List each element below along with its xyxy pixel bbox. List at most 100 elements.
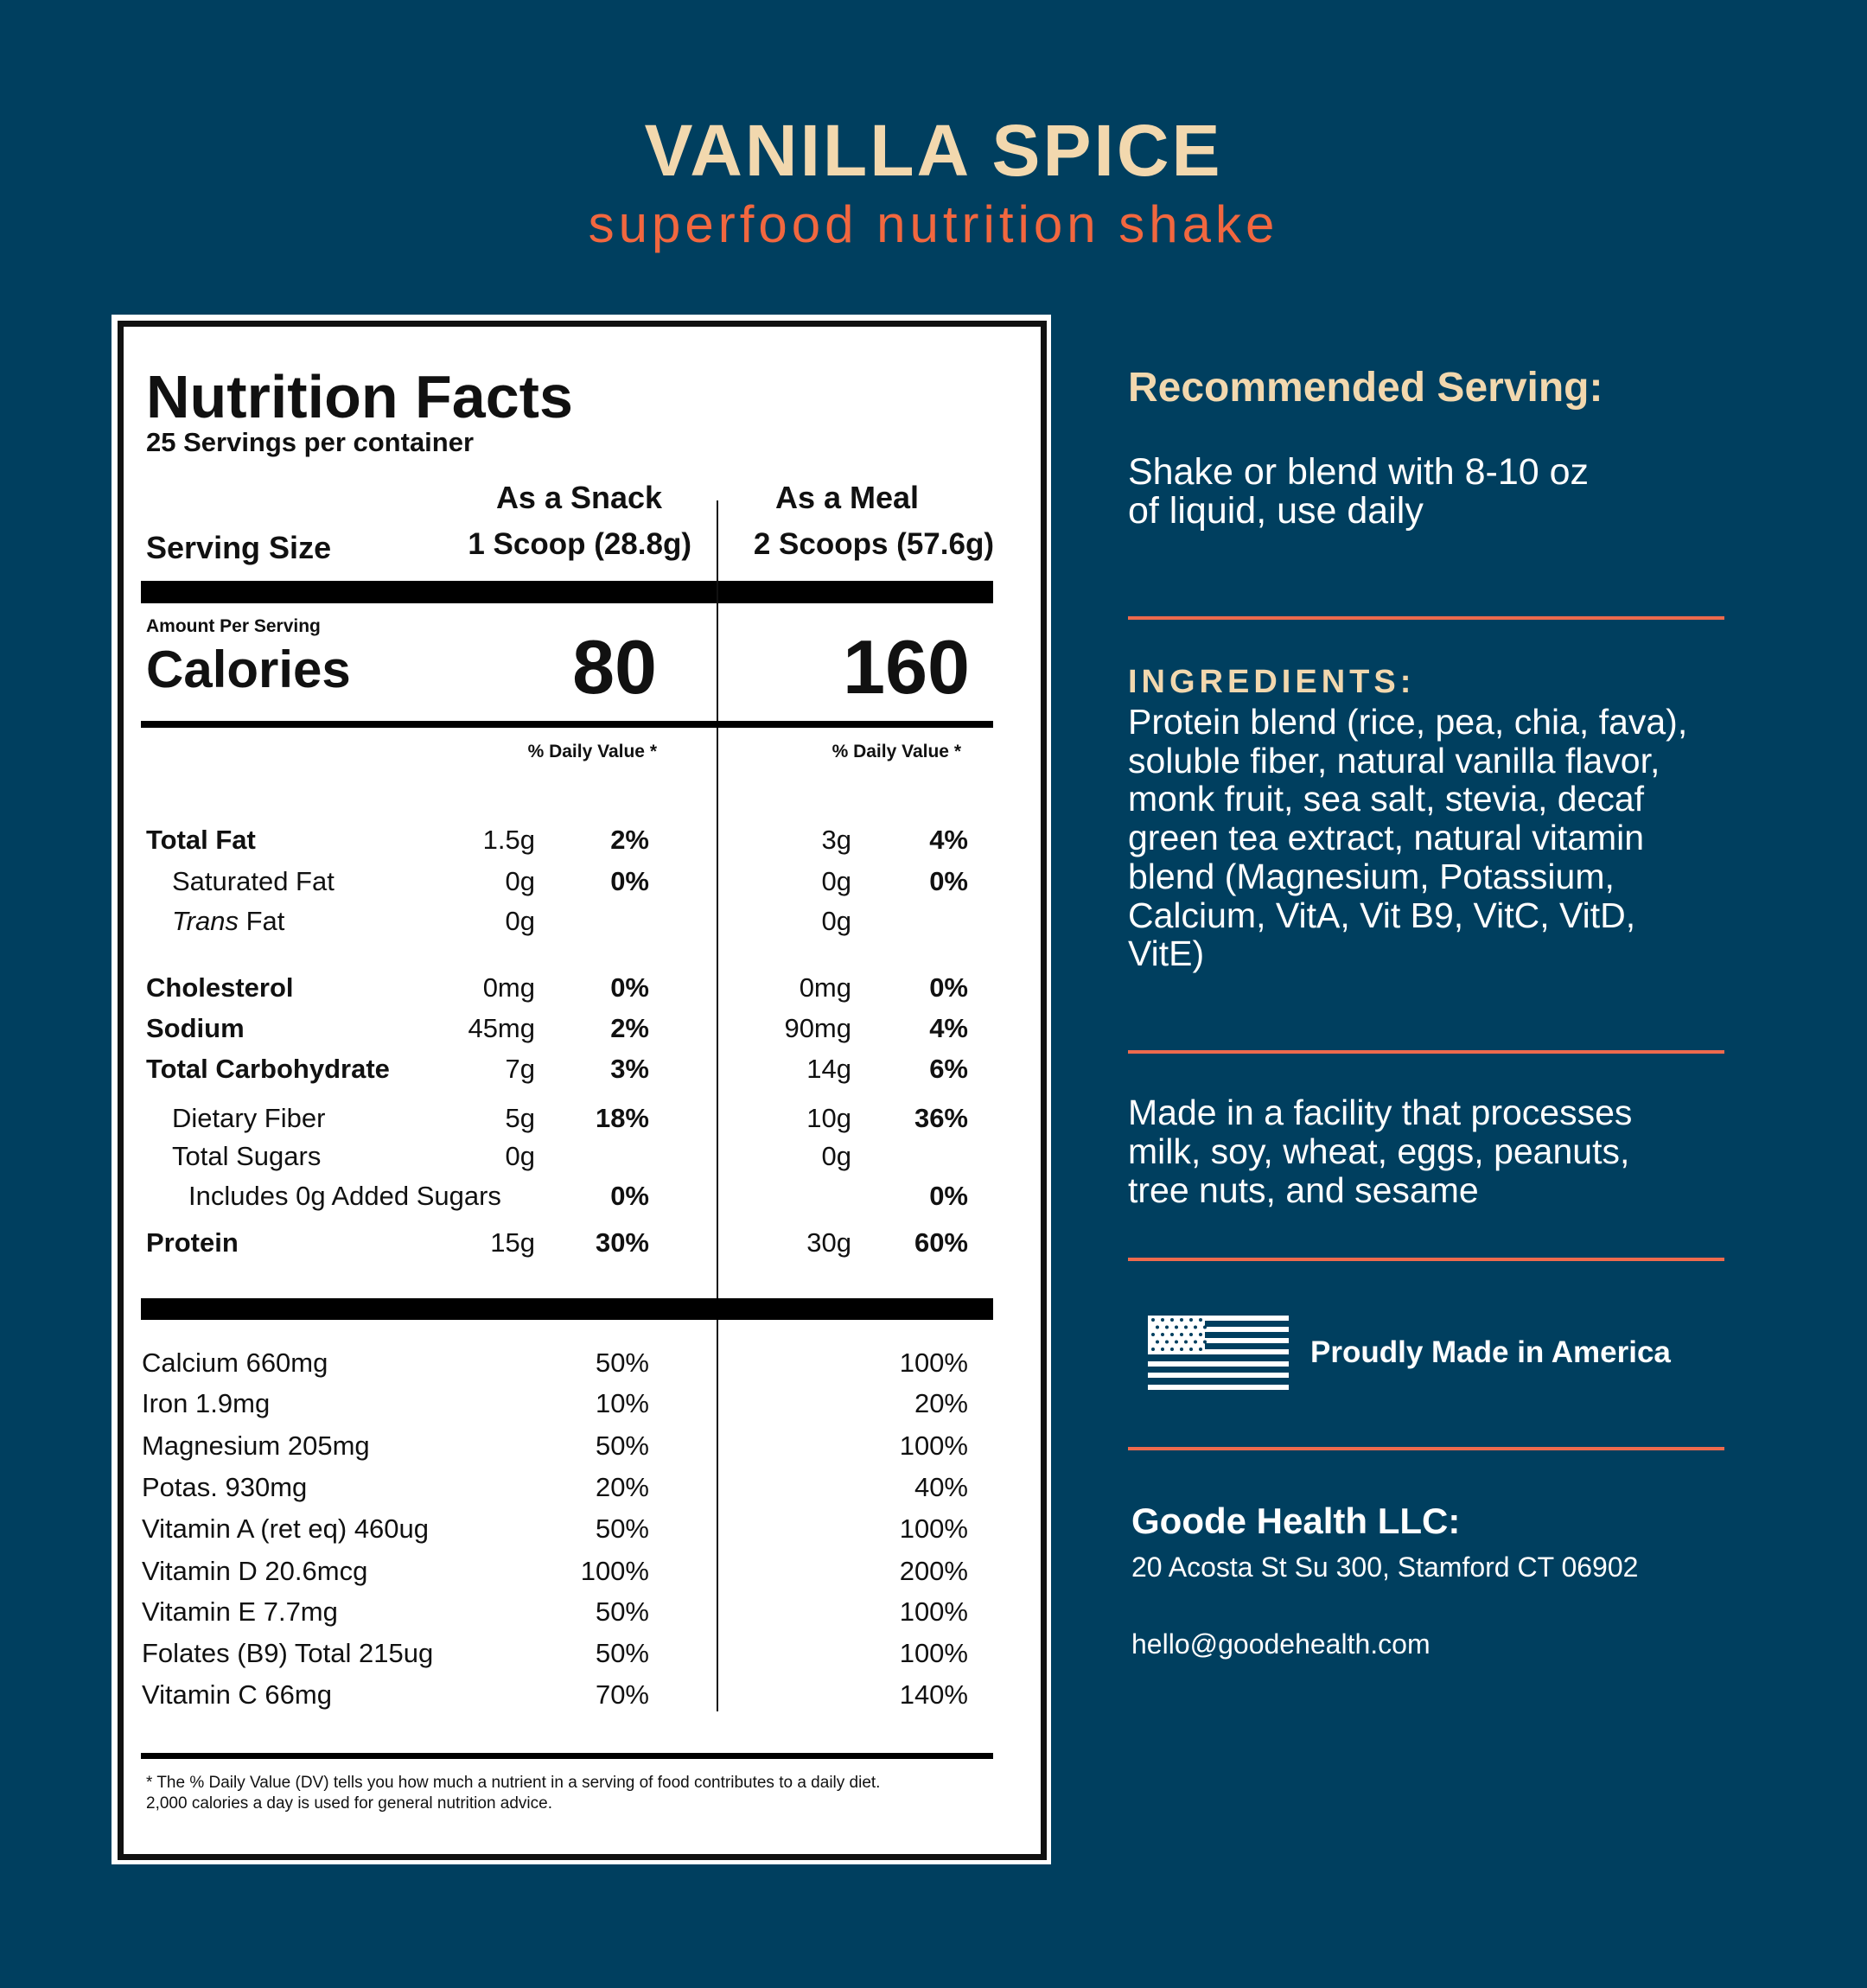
vitamin-name: Vitamin C 66mg [142, 1679, 332, 1710]
bottom-divider [141, 1753, 993, 1759]
meal-amount: 0g [821, 905, 851, 936]
serving-size-label: Serving Size [146, 530, 332, 565]
vitamin-snack-dv: 10% [595, 1387, 649, 1418]
meal-daily-value: 36% [914, 1102, 968, 1133]
meal-daily-value: 4% [929, 1012, 968, 1043]
nutrient-name: Cholesterol [146, 974, 294, 1001]
ingredients-line: Protein blend (rice, pea, chia, fava), [1128, 702, 1688, 742]
ingredients-line: green tea extract, natural vitamin [1128, 818, 1645, 858]
ingredients-line: soluble fiber, natural vanilla flavor, [1128, 740, 1660, 781]
snack-daily-value: 2% [610, 1012, 649, 1043]
vitamin-meal-dv: 140% [899, 1679, 968, 1710]
product-subtitle: superfood nutrition shake [588, 195, 1279, 253]
nutrient-name-text: Dietary Fiber [172, 1102, 326, 1133]
snack-heading: As a Snack [495, 480, 663, 515]
nutrient-name-text: Total Fat [146, 824, 256, 855]
snack-amount: 0g [505, 905, 535, 936]
snack-amount: 15g [490, 1227, 535, 1258]
nutrient-name-text: Protein [146, 1227, 239, 1258]
nutrient-name: Trans Fat [172, 908, 284, 934]
meal-daily-value: 4% [929, 824, 968, 855]
meal-amount: 14g [806, 1053, 851, 1084]
vitamin-meal-dv: 100% [899, 1637, 968, 1668]
nutrient-name-text: Saturated Fat [172, 865, 335, 896]
footnote-line: * The % Daily Value (DV) tells you how m… [146, 1774, 881, 1792]
meal-heading: As a Meal [774, 480, 920, 515]
meal-daily-value: 0% [929, 972, 968, 1003]
medium-divider [141, 721, 993, 728]
vitamin-snack-dv: 100% [580, 1555, 649, 1586]
meal-daily-value: 0% [929, 1180, 968, 1211]
vitamin-name: Iron 1.9mg [142, 1387, 271, 1418]
allergen-line: Made in a facility that processes [1128, 1093, 1633, 1132]
vitamin-snack-dv: 50% [595, 1430, 649, 1461]
vitamin-meal-dv: 40% [914, 1471, 968, 1502]
nutrient-name-text: Total Carbohydrate [146, 1053, 390, 1084]
company-name: Goode Health LLC: [1131, 1501, 1461, 1541]
company-email[interactable]: hello@goodehealth.com [1131, 1628, 1431, 1660]
meal-dv-heading: % Daily Value * [832, 742, 961, 761]
nutrient-name: Sodium [146, 1015, 245, 1042]
nutrient-name: Saturated Fat [172, 868, 335, 895]
company-address: 20 Acosta St Su 300, Stamford CT 06902 [1131, 1552, 1639, 1583]
servings-per-container: 25 Servings per container [146, 427, 475, 457]
vitamin-name: Calcium 660mg [142, 1347, 328, 1378]
vitamin-name: Vitamin D 20.6mcg [142, 1555, 368, 1586]
vitamin-meal-dv: 20% [914, 1387, 968, 1418]
vitamin-meal-dv: 100% [899, 1596, 968, 1627]
nutrient-name-text: Cholesterol [146, 972, 294, 1003]
meal-amount: 90mg [784, 1012, 851, 1043]
nutrient-name-text: Total Sugars [172, 1140, 322, 1171]
meal-amount: 0g [821, 865, 851, 896]
recommended-line: Shake or blend with 8-10 oz [1128, 451, 1590, 493]
vitamin-meal-dv: 100% [899, 1347, 968, 1378]
meal-amount: 3g [821, 824, 851, 855]
ingredients-line: Calcium, VitA, Vit B9, VitC, VitD, [1128, 895, 1636, 935]
nutrient-name-text: Includes 0g Added Sugars [188, 1180, 501, 1211]
meal-amount: 0g [821, 1140, 851, 1171]
vitamin-name: Folates (B9) Total 215ug [142, 1637, 434, 1668]
allergen-line: milk, soy, wheat, eggs, peanuts, [1128, 1131, 1630, 1171]
meal-daily-value: 6% [929, 1053, 968, 1084]
vitamin-meal-dv: 100% [899, 1513, 968, 1544]
snack-daily-value: 0% [610, 865, 649, 896]
nutrient-name-text: Fat [238, 905, 285, 936]
snack-daily-value: 18% [595, 1102, 649, 1133]
vitamin-name: Vitamin E 7.7mg [142, 1596, 338, 1627]
meal-amount: 30g [806, 1227, 851, 1258]
nutrient-name: Total Carbohydrate [146, 1055, 390, 1082]
vitamin-name: Potas. 930mg [142, 1471, 308, 1502]
ingredients-heading: INGREDIENTS: [1128, 664, 1416, 700]
vitamin-snack-dv: 50% [595, 1347, 649, 1378]
vitamin-name: Magnesium 205mg [142, 1430, 370, 1461]
snack-amount: 45mg [468, 1012, 535, 1043]
meal-calories: 160 [843, 624, 970, 710]
product-title: VANILLA SPICE [644, 110, 1223, 191]
ingredients-line: VitE) [1128, 933, 1205, 974]
vitamin-snack-dv: 50% [595, 1596, 649, 1627]
snack-amount: 1.5g [482, 824, 535, 855]
vitamin-snack-dv: 70% [595, 1679, 649, 1710]
snack-serving-size: 1 Scoop (28.8g) [468, 527, 691, 561]
nutrition-label [118, 321, 1047, 1860]
snack-daily-value: 30% [595, 1227, 649, 1258]
recommended-line: of liquid, use daily [1128, 490, 1424, 532]
us-flag-icon [1148, 1316, 1289, 1390]
nutrient-name: Dietary Fiber [172, 1105, 325, 1131]
nutrient-name-text: Sodium [146, 1012, 245, 1043]
allergen-line: tree nuts, and sesame [1128, 1170, 1479, 1210]
snack-daily-value: 0% [610, 972, 649, 1003]
snack-amount: 0g [505, 865, 535, 896]
vitamin-snack-dv: 50% [595, 1637, 649, 1668]
nutrient-name-italic: Trans [172, 905, 239, 936]
thick-divider [141, 581, 993, 603]
vitamin-meal-dv: 100% [899, 1430, 968, 1461]
meal-amount: 10g [806, 1102, 851, 1133]
snack-amount: 7g [505, 1053, 535, 1084]
made-in-america-text: Proudly Made in America [1310, 1335, 1671, 1369]
snack-daily-value: 2% [610, 824, 649, 855]
vitamin-meal-dv: 200% [899, 1555, 968, 1586]
ingredients-line: blend (Magnesium, Potassium, [1128, 856, 1615, 896]
snack-amount: 5g [505, 1102, 535, 1133]
nutrition-facts-title: Nutrition Facts [146, 363, 573, 430]
